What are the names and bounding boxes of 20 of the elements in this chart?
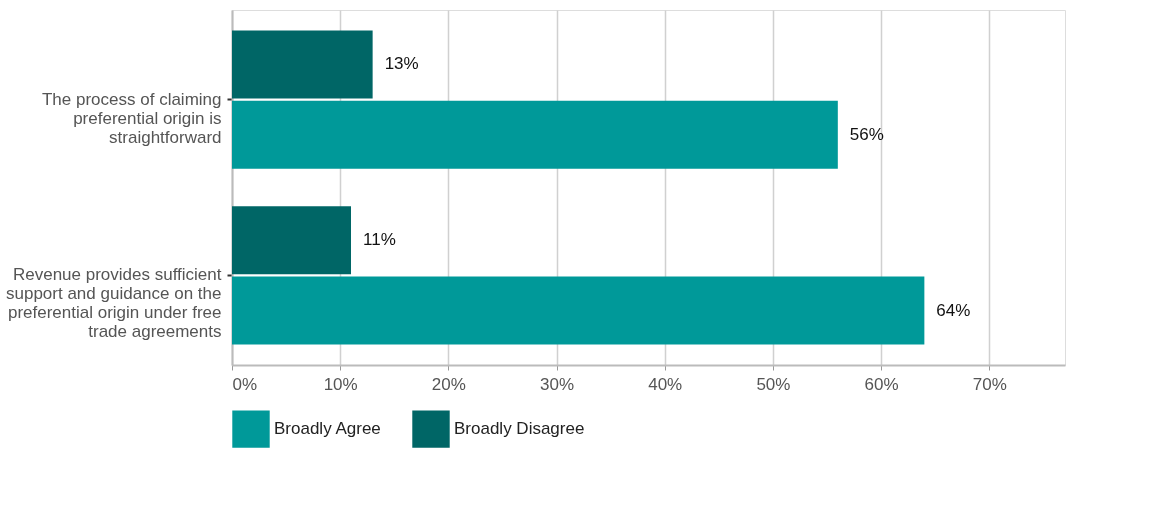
- x-tick-label: 10%: [323, 374, 358, 394]
- data-label: 13%: [384, 54, 419, 74]
- data-label: 56%: [849, 124, 884, 144]
- x-tick-label: 30%: [540, 374, 575, 394]
- x-tick-label: 50%: [756, 374, 791, 394]
- x-tick-label: 60%: [864, 374, 899, 394]
- y-tick-label: The process of claiming preferential origin is straightforward: [41, 89, 222, 147]
- bar: [232, 276, 925, 345]
- legend-label: Broadly Agree: [274, 419, 381, 439]
- y-tick-label: Revenue provides sufficient support and guidance on the preferential origin under free trade agreements: [5, 265, 222, 342]
- legend-label: Broadly Disagree: [454, 419, 585, 439]
- x-tick-label: 70%: [972, 374, 1007, 394]
- x-tick-label: 20%: [431, 374, 466, 394]
- data-label: 64%: [936, 300, 971, 320]
- bar: [232, 100, 838, 169]
- x-tick-label: 40%: [648, 374, 683, 394]
- x-tick-label: 0%: [232, 374, 258, 394]
- data-label: 11%: [363, 230, 396, 250]
- bar: [232, 30, 373, 99]
- bar: [232, 206, 351, 275]
